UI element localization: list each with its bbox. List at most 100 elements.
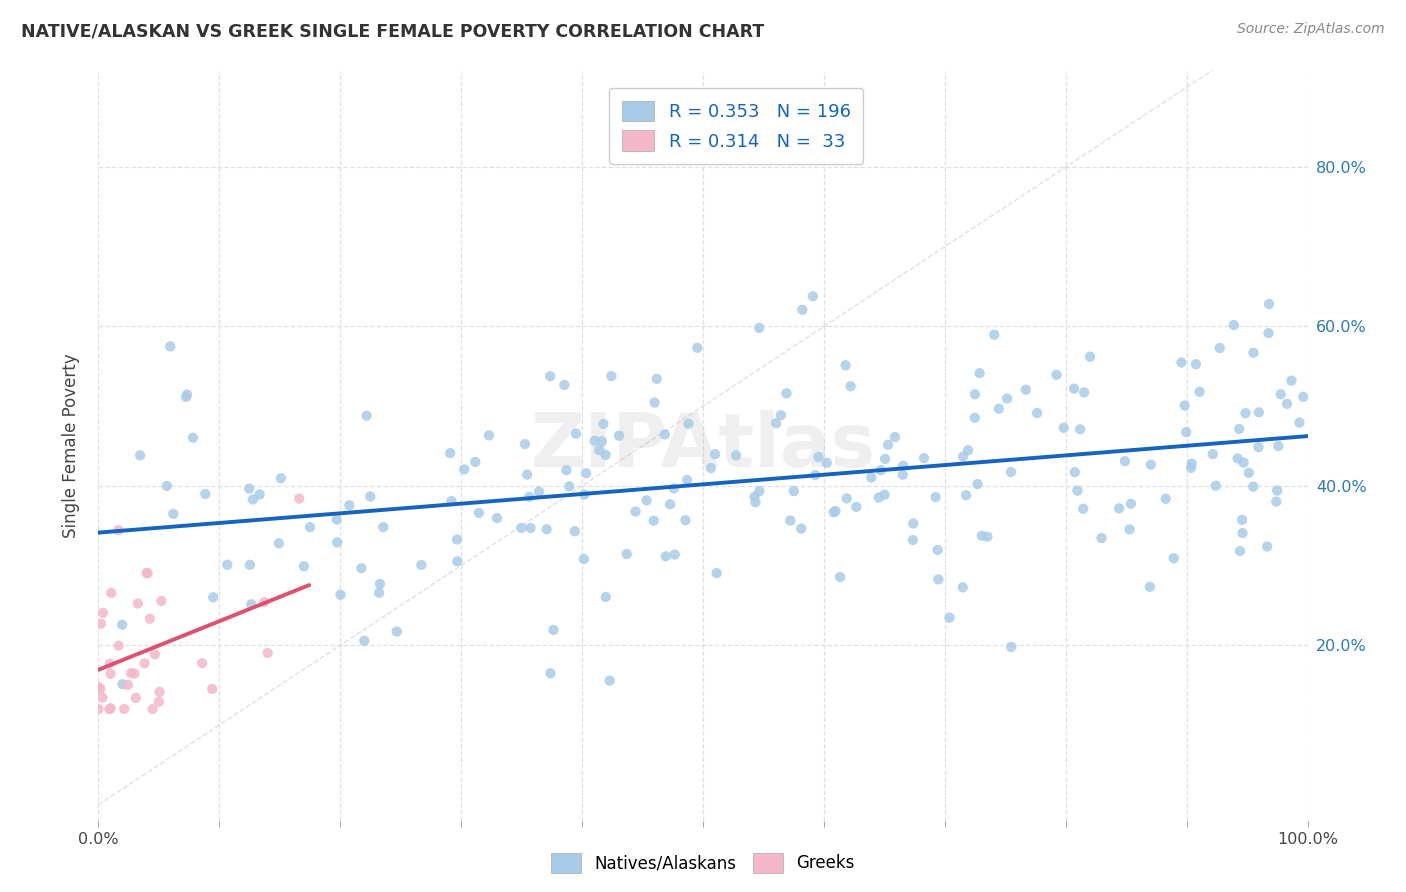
Point xyxy=(134,657,156,671)
Point xyxy=(873,451,896,466)
Point xyxy=(292,559,315,574)
Point xyxy=(120,666,142,681)
Point xyxy=(162,507,184,521)
Point xyxy=(675,513,697,527)
Point xyxy=(1053,421,1076,435)
Point xyxy=(700,461,723,475)
Point xyxy=(194,487,217,501)
Point xyxy=(440,494,463,508)
Point xyxy=(976,530,998,544)
Point xyxy=(624,504,647,518)
Point xyxy=(565,426,588,441)
Point xyxy=(517,490,540,504)
Point xyxy=(356,409,378,423)
Point xyxy=(591,434,613,449)
Point xyxy=(1073,385,1095,400)
Point xyxy=(1281,374,1303,388)
Point xyxy=(1275,397,1298,411)
Point xyxy=(142,702,165,716)
Point xyxy=(868,491,890,505)
Point xyxy=(616,547,638,561)
Point xyxy=(903,516,925,531)
Point xyxy=(368,586,391,600)
Point xyxy=(107,639,129,653)
Point xyxy=(824,504,846,518)
Point xyxy=(645,372,668,386)
Text: ZIPAtlas: ZIPAtlas xyxy=(530,409,876,483)
Legend: R = 0.353   N = 196, R = 0.314   N =  33: R = 0.353 N = 196, R = 0.314 N = 33 xyxy=(609,88,863,164)
Point xyxy=(325,513,347,527)
Point xyxy=(540,666,562,681)
Point xyxy=(1139,580,1161,594)
Point xyxy=(765,417,787,431)
Point xyxy=(599,673,621,688)
Point xyxy=(1205,478,1227,492)
Point xyxy=(704,447,727,461)
Point xyxy=(1118,522,1140,536)
Point xyxy=(952,450,974,464)
Point xyxy=(87,702,110,716)
Point xyxy=(136,566,159,581)
Point xyxy=(983,327,1005,342)
Point xyxy=(769,408,792,422)
Point xyxy=(117,678,139,692)
Point xyxy=(159,339,181,353)
Point xyxy=(439,446,461,460)
Point xyxy=(156,479,179,493)
Point xyxy=(927,543,949,558)
Point xyxy=(643,514,665,528)
Point xyxy=(1223,318,1246,332)
Point xyxy=(468,506,491,520)
Point xyxy=(249,487,271,501)
Point xyxy=(1233,456,1256,470)
Point xyxy=(1227,422,1250,436)
Point xyxy=(98,702,121,716)
Point xyxy=(877,438,900,452)
Point xyxy=(1257,326,1279,340)
Point xyxy=(595,590,617,604)
Point xyxy=(1045,368,1067,382)
Point xyxy=(1000,465,1022,479)
Point xyxy=(1270,387,1292,401)
Point xyxy=(446,554,468,568)
Point xyxy=(995,392,1018,406)
Point xyxy=(956,443,979,458)
Point xyxy=(191,656,214,670)
Point xyxy=(1234,406,1257,420)
Point xyxy=(486,511,509,525)
Point xyxy=(1257,297,1279,311)
Point xyxy=(1256,540,1278,554)
Point xyxy=(891,467,914,482)
Point xyxy=(676,473,699,487)
Point xyxy=(353,633,375,648)
Point xyxy=(1066,483,1088,498)
Point xyxy=(1163,551,1185,566)
Point xyxy=(1226,451,1249,466)
Point xyxy=(564,524,586,539)
Point xyxy=(1026,406,1049,420)
Point xyxy=(385,624,408,639)
Point xyxy=(575,467,598,481)
Point xyxy=(901,533,924,547)
Point xyxy=(1140,458,1163,472)
Point xyxy=(655,549,678,564)
Point xyxy=(411,558,433,572)
Point xyxy=(1069,422,1091,436)
Point xyxy=(595,448,617,462)
Point xyxy=(1241,480,1264,494)
Point xyxy=(148,695,170,709)
Point xyxy=(288,491,311,506)
Point xyxy=(150,594,173,608)
Point xyxy=(664,548,686,562)
Point xyxy=(129,448,152,462)
Point xyxy=(124,666,146,681)
Point xyxy=(339,498,361,512)
Point xyxy=(966,477,988,491)
Point xyxy=(1063,465,1085,479)
Point xyxy=(823,505,845,519)
Point xyxy=(955,488,977,502)
Point xyxy=(1119,497,1142,511)
Point xyxy=(952,580,974,594)
Point xyxy=(238,482,260,496)
Point xyxy=(884,430,907,444)
